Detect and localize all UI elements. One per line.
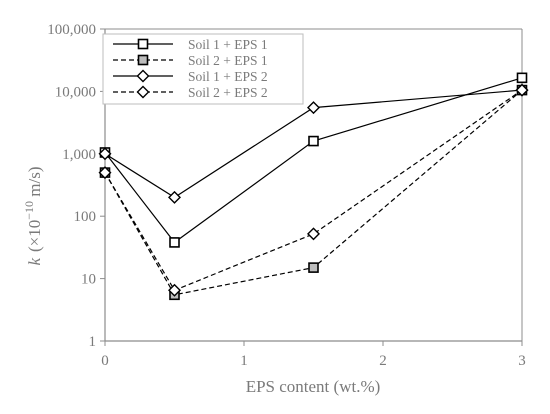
- legend-item: Soil 1 + EPS 1: [113, 37, 268, 52]
- legend-marker: [136, 85, 150, 99]
- data-point: [516, 72, 528, 84]
- legend-item: Soil 1 + EPS 2: [113, 69, 268, 84]
- data-point: [307, 227, 320, 241]
- y-tick-label: 1,000: [62, 147, 96, 163]
- y-axis-title: k (×10−10 m/s): [22, 166, 44, 265]
- legend-label: Soil 2 + EPS 2: [188, 85, 268, 100]
- series-2: [99, 84, 528, 301]
- y-tick-label: 1: [89, 334, 97, 350]
- series-line: [104, 89, 523, 199]
- legend-marker: [137, 54, 149, 66]
- series-4: [98, 83, 529, 297]
- legend-label: Soil 2 + EPS 1: [188, 53, 268, 68]
- y-axis-title-unit: (×10: [25, 220, 44, 252]
- y-tick-label: 100: [74, 209, 97, 225]
- x-tick-label: 3: [518, 353, 526, 369]
- data-point: [308, 135, 319, 147]
- data-point: [168, 190, 181, 204]
- data-point: [307, 101, 320, 115]
- y-axis-title-symbol: k: [25, 258, 44, 266]
- data-point: [169, 237, 180, 248]
- legend-box: [102, 33, 304, 105]
- series-layer: [98, 72, 529, 301]
- legend-label: Soil 1 + EPS 1: [188, 37, 268, 52]
- series-line: [104, 77, 523, 244]
- legend-marker: [137, 38, 149, 50]
- y-axis-title-exponent: −10: [22, 201, 36, 220]
- x-tick-label: 2: [379, 353, 387, 369]
- x-tick-label: 1: [240, 353, 248, 369]
- legend-item: Soil 2 + EPS 2: [113, 85, 268, 100]
- x-axis-title: EPS content (wt.%): [246, 377, 381, 396]
- legend-marker: [136, 69, 150, 83]
- y-tick-label: 10: [81, 272, 96, 288]
- x-tick-label: 0: [101, 353, 109, 369]
- y-tick-label: 100,000: [47, 22, 96, 38]
- data-point: [308, 262, 319, 273]
- y-axis-title-rest: m/s): [25, 166, 44, 200]
- series-line: [104, 89, 523, 296]
- legend-item: Soil 2 + EPS 1: [113, 53, 268, 68]
- data-point: [98, 166, 112, 180]
- legend-label: Soil 1 + EPS 2: [188, 69, 268, 84]
- series-line: [104, 89, 523, 292]
- data-point: [515, 83, 529, 97]
- data-point: [98, 147, 112, 161]
- y-tick-label: 10,000: [55, 84, 96, 100]
- data-point: [168, 283, 181, 297]
